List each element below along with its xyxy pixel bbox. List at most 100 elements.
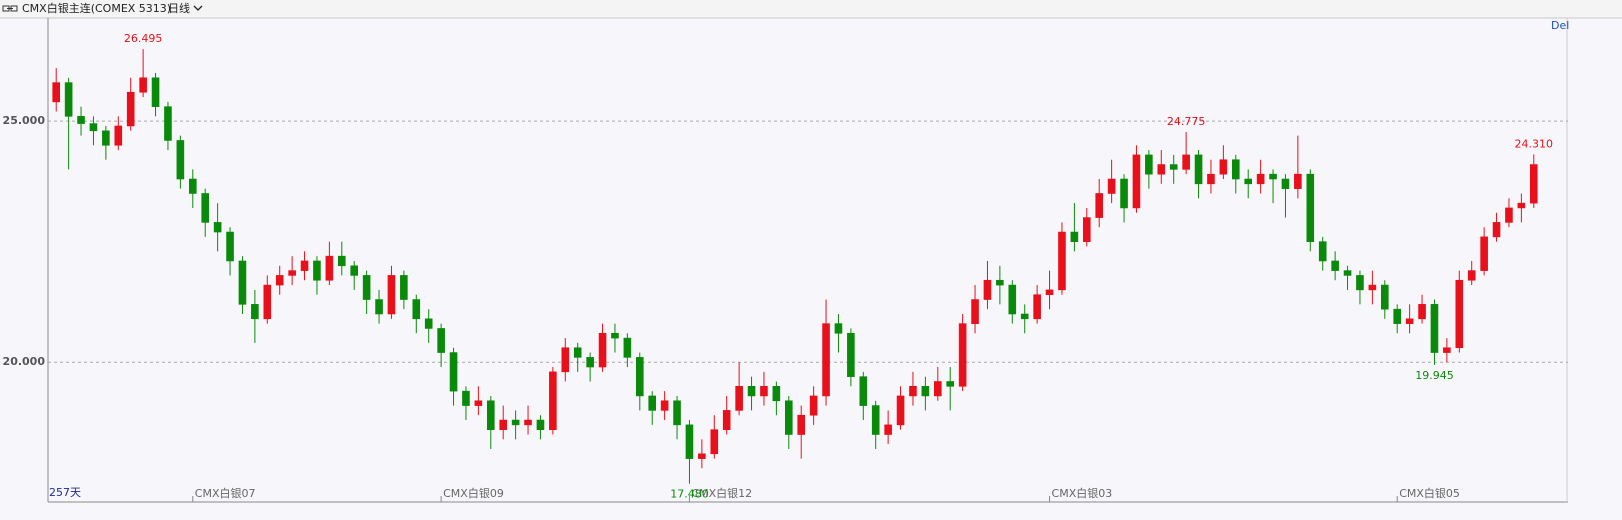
- candle-body: [1120, 178, 1128, 209]
- candle-body: [1033, 294, 1041, 320]
- dropdown-arrow[interactable]: [193, 5, 203, 11]
- candle-body: [499, 419, 508, 430]
- candle-body: [573, 347, 582, 358]
- candle-body: [896, 395, 905, 426]
- candle-body: [486, 400, 495, 430]
- candle-body: [1082, 217, 1091, 242]
- candle-body: [300, 260, 309, 271]
- candle-body: [611, 332, 619, 339]
- candle-body: [313, 260, 321, 281]
- candle-body: [971, 299, 979, 324]
- candle-body: [1231, 159, 1240, 180]
- candle-body: [1095, 193, 1104, 218]
- candle-body: [847, 332, 855, 377]
- candle-body: [89, 123, 98, 132]
- candle-body: [859, 376, 868, 406]
- y-tick-label: 25.000: [3, 114, 46, 127]
- candle-body: [1219, 159, 1228, 175]
- candle-body: [1020, 313, 1029, 320]
- candle-body: [549, 371, 557, 430]
- candle-body: [474, 400, 483, 406]
- candle-body: [871, 405, 880, 435]
- candle-body: [1492, 222, 1501, 238]
- candle-body: [412, 299, 421, 320]
- candle-body: [288, 270, 296, 276]
- candle-body: [126, 91, 135, 127]
- candle-body: [1430, 304, 1439, 353]
- candle-body: [673, 400, 681, 426]
- candle-body: [1505, 207, 1513, 223]
- candle-body: [1070, 231, 1079, 242]
- x-tick-label: CMX白银09: [443, 486, 504, 500]
- candle-body: [1467, 270, 1476, 281]
- candle-body: [77, 116, 85, 124]
- candle-body: [275, 275, 284, 286]
- candle-body: [1207, 173, 1215, 185]
- candle-body: [635, 357, 644, 397]
- period-selector[interactable]: 日线: [168, 1, 190, 15]
- candle-body: [735, 386, 743, 411]
- candle-body: [400, 275, 408, 300]
- candle-body: [263, 284, 272, 320]
- chart-title: CMX白银主连(COMEX 5313): [22, 1, 171, 15]
- candle-body: [1405, 318, 1414, 324]
- candle-body: [1380, 284, 1389, 310]
- candle-body: [350, 265, 359, 276]
- candle-body: [325, 255, 334, 281]
- candle-body: [1058, 231, 1066, 291]
- candle-body: [1356, 275, 1364, 291]
- candle-body: [511, 419, 520, 426]
- candle-body: [1145, 154, 1153, 175]
- candle-body: [1343, 270, 1352, 276]
- candle-body: [834, 323, 843, 334]
- candle-body: [1517, 202, 1526, 209]
- candle-body: [102, 130, 110, 146]
- candle-body: [996, 279, 1004, 286]
- candle-body: [1418, 304, 1426, 320]
- candle-body: [722, 410, 731, 430]
- x-tick-label: CMX白银12: [691, 486, 752, 500]
- candle-body: [884, 424, 892, 435]
- candle-body: [921, 386, 930, 397]
- candle-body: [201, 193, 210, 223]
- candle-body: [536, 419, 545, 430]
- candle-body: [698, 453, 706, 459]
- value-label: 17.480: [670, 488, 709, 501]
- candle-body: [648, 395, 657, 411]
- candle-body: [387, 275, 396, 315]
- corner-label[interactable]: Del: [1551, 19, 1569, 32]
- x-tick-label: CMX白银07: [195, 486, 256, 500]
- candle-body: [586, 357, 594, 368]
- candle-body: [983, 279, 992, 300]
- y-tick-label: 20.000: [3, 355, 46, 368]
- candle-body: [1393, 308, 1402, 324]
- candle-body: [710, 429, 719, 455]
- candle-body: [424, 318, 433, 329]
- candle-body: [1294, 173, 1302, 189]
- candle-body: [139, 77, 147, 93]
- candle-body: [685, 424, 694, 459]
- candle-body: [822, 323, 830, 397]
- candle-body: [1306, 173, 1315, 242]
- candle-body: [1169, 164, 1178, 170]
- candle-body: [760, 386, 768, 397]
- candle-body: [1008, 284, 1017, 315]
- candle-body: [623, 337, 632, 358]
- link-icon: [2, 5, 18, 12]
- candle-body: [561, 347, 570, 373]
- candle-body: [1244, 178, 1253, 185]
- candle-body: [52, 82, 61, 103]
- candle-body: [337, 255, 346, 267]
- value-label: 19.945: [1415, 369, 1454, 382]
- candle-body: [437, 328, 445, 353]
- candle-body: [1269, 173, 1277, 180]
- candle-body: [784, 400, 793, 435]
- candle-body: [164, 106, 172, 141]
- candle-body: [809, 395, 818, 416]
- candle-body: [1107, 178, 1116, 194]
- value-label: 24.775: [1167, 115, 1206, 128]
- candle-body: [1045, 289, 1054, 296]
